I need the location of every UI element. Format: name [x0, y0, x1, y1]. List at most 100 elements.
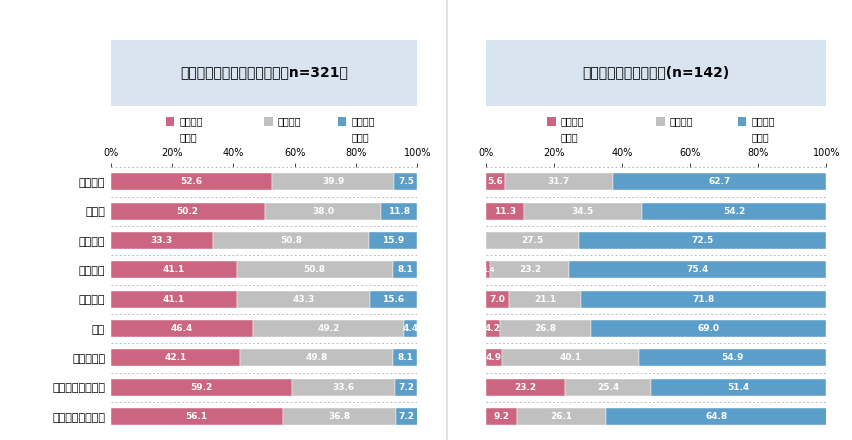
Text: 悪い計: 悪い計 — [751, 132, 769, 142]
Text: 42.1: 42.1 — [164, 353, 187, 363]
Text: 54.9: 54.9 — [722, 353, 744, 363]
Text: 7.2: 7.2 — [399, 412, 415, 421]
Bar — [253, 320, 404, 337]
Bar — [486, 320, 500, 337]
Bar — [491, 261, 569, 279]
Text: 75.4: 75.4 — [687, 265, 709, 275]
Text: 7.0: 7.0 — [490, 295, 505, 304]
Bar — [111, 379, 292, 396]
Text: 38.0: 38.0 — [312, 207, 334, 216]
Text: 34.5: 34.5 — [572, 207, 594, 216]
Text: 変らない: 変らない — [670, 116, 694, 126]
Bar — [111, 261, 237, 279]
Text: 4.4: 4.4 — [403, 324, 419, 333]
Bar — [524, 203, 642, 220]
Bar — [394, 173, 417, 191]
Bar — [265, 203, 382, 220]
Bar — [579, 232, 826, 249]
Bar — [111, 173, 272, 191]
Bar — [504, 173, 613, 191]
Bar — [606, 408, 826, 425]
Text: 想像より: 想像より — [180, 116, 203, 126]
Bar — [581, 291, 826, 308]
Text: 71.8: 71.8 — [693, 295, 715, 304]
Text: 36.8: 36.8 — [328, 412, 350, 421]
Text: 4.2: 4.2 — [485, 324, 501, 333]
Text: 41.1: 41.1 — [163, 265, 185, 275]
Bar — [565, 379, 651, 396]
Text: 62.7: 62.7 — [709, 177, 731, 187]
Bar — [395, 408, 417, 425]
Bar — [642, 203, 826, 220]
Bar — [370, 291, 417, 308]
Bar — [272, 173, 394, 191]
Bar — [393, 349, 417, 367]
Bar — [292, 379, 395, 396]
Text: 26.1: 26.1 — [550, 412, 573, 421]
Text: 想像より: 想像より — [751, 116, 775, 126]
Bar — [283, 408, 395, 425]
Bar — [393, 261, 417, 279]
Text: 転職後に不満がある人(n=142): 転職後に不満がある人(n=142) — [583, 66, 729, 80]
Text: 50.8: 50.8 — [303, 265, 325, 275]
Text: 想像より: 想像より — [351, 116, 375, 126]
Text: 8.1: 8.1 — [397, 265, 413, 275]
Bar — [651, 379, 826, 396]
Text: 72.5: 72.5 — [692, 236, 714, 245]
Bar — [486, 203, 524, 220]
Bar — [613, 173, 826, 191]
Text: 想像より: 想像より — [561, 116, 584, 126]
Bar — [404, 320, 417, 337]
Bar — [517, 408, 606, 425]
Text: 64.8: 64.8 — [705, 412, 728, 421]
Text: 43.3: 43.3 — [292, 295, 314, 304]
Bar — [240, 349, 393, 367]
Text: 50.2: 50.2 — [176, 207, 199, 216]
Bar — [369, 232, 417, 249]
Bar — [509, 291, 581, 308]
Text: 27.5: 27.5 — [521, 236, 544, 245]
Text: 転職後に満足している人　（n=321）: 転職後に満足している人 （n=321） — [180, 66, 348, 80]
Text: 46.4: 46.4 — [170, 324, 193, 333]
Text: 15.9: 15.9 — [382, 236, 404, 245]
Bar — [486, 408, 517, 425]
Text: 69.0: 69.0 — [698, 324, 720, 333]
Bar — [503, 349, 639, 367]
Bar — [111, 320, 253, 337]
Bar — [591, 320, 826, 337]
Bar — [213, 232, 369, 249]
Text: 良い計: 良い計 — [180, 132, 197, 142]
Text: 39.9: 39.9 — [322, 177, 344, 187]
Text: 33.6: 33.6 — [333, 383, 355, 392]
Text: 49.8: 49.8 — [305, 353, 327, 363]
Text: 41.1: 41.1 — [163, 295, 185, 304]
Bar — [486, 349, 503, 367]
Text: 良い計: 良い計 — [561, 132, 579, 142]
Bar — [111, 203, 265, 220]
Text: 33.3: 33.3 — [151, 236, 173, 245]
Bar — [395, 379, 417, 396]
Text: 変らない: 変らない — [278, 116, 302, 126]
Bar — [500, 320, 591, 337]
Bar — [639, 349, 826, 367]
Text: 25.4: 25.4 — [597, 383, 619, 392]
Text: 54.2: 54.2 — [723, 207, 746, 216]
Text: 21.1: 21.1 — [534, 295, 556, 304]
Text: 7.5: 7.5 — [398, 177, 414, 187]
Text: 11.8: 11.8 — [389, 207, 411, 216]
Text: 9.2: 9.2 — [493, 412, 509, 421]
Bar — [111, 349, 240, 367]
Text: 8.1: 8.1 — [397, 353, 413, 363]
Text: 40.1: 40.1 — [560, 353, 582, 363]
Text: 26.8: 26.8 — [534, 324, 556, 333]
Bar — [486, 232, 579, 249]
Bar — [382, 203, 417, 220]
Text: 15.6: 15.6 — [383, 295, 405, 304]
Text: 23.2: 23.2 — [519, 265, 541, 275]
Text: 49.2: 49.2 — [317, 324, 340, 333]
Text: 1.4: 1.4 — [481, 267, 494, 273]
Text: 52.6: 52.6 — [181, 177, 203, 187]
Text: 56.1: 56.1 — [186, 412, 208, 421]
Bar — [111, 232, 213, 249]
Text: 7.2: 7.2 — [399, 383, 414, 392]
